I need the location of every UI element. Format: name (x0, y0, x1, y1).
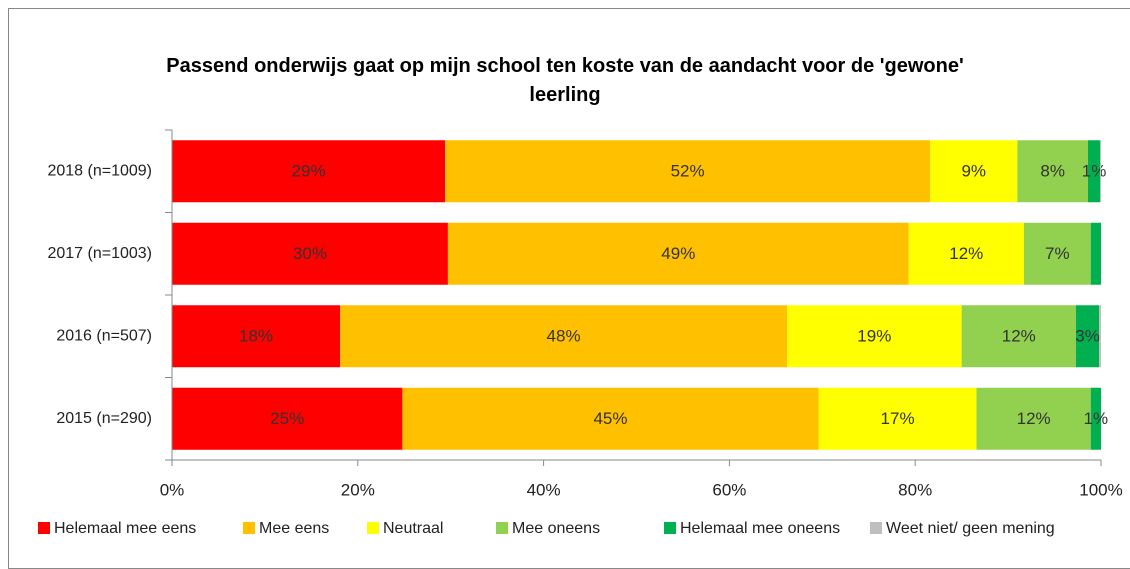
bar-segment (786, 305, 962, 368)
legend-label: Mee eens (259, 520, 329, 537)
data-label: 1% (1084, 409, 1109, 428)
bar-segment (1090, 387, 1101, 450)
bar-segment (402, 387, 819, 450)
legend-label: Mee oneens (512, 520, 600, 537)
legend-label: Weet niet/ geen mening (886, 520, 1055, 537)
legend-label: Helemaal mee oneens (680, 520, 840, 537)
legend-label: Helemaal mee eens (54, 520, 196, 537)
bar-segment (172, 140, 446, 203)
y-tick-label: 2018 (n=1009) (47, 162, 152, 179)
legend-swatch (367, 522, 379, 534)
x-tick-label: 60% (712, 480, 746, 499)
data-label: 7% (1045, 244, 1070, 263)
chart-title: Passend onderwijs gaat op mijn school te… (166, 55, 964, 106)
data-label: 17% (881, 409, 915, 428)
data-label: 8% (1040, 162, 1065, 181)
data-label: 48% (547, 327, 581, 346)
legend-label: Neutraal (383, 520, 443, 537)
data-label: 52% (671, 162, 705, 181)
bar-segment (172, 305, 341, 368)
data-label: 25% (270, 409, 304, 428)
bar-segment (818, 387, 977, 450)
bar-segment (172, 387, 403, 450)
bar-segment (445, 140, 931, 203)
x-tick-label: 20% (341, 480, 375, 499)
y-tick-label: 2015 (n=290) (56, 410, 152, 427)
bar-segment (930, 140, 1018, 203)
data-label: 3% (1075, 327, 1100, 346)
data-label: 45% (593, 409, 627, 428)
x-tick-label: 80% (898, 480, 932, 499)
legend-swatch (870, 522, 882, 534)
legend-swatch (664, 522, 676, 534)
y-tick-label: 2017 (n=1003) (47, 245, 152, 262)
data-label: 18% (239, 327, 273, 346)
data-label: 9% (961, 162, 986, 181)
data-label: 1% (1082, 162, 1107, 181)
bar-segment (1087, 140, 1101, 203)
legend-swatch (243, 522, 255, 534)
bar-segment (172, 222, 448, 285)
data-label: 30% (293, 244, 327, 263)
data-label: 19% (857, 327, 891, 346)
data-label: 12% (1002, 327, 1036, 346)
data-label: 12% (949, 244, 983, 263)
y-tick-label: 2016 (n=507) (56, 327, 152, 344)
bar-segment (961, 305, 1076, 368)
bar-segment (1023, 222, 1091, 285)
legend-swatch (496, 522, 508, 534)
bar-segment (976, 387, 1091, 450)
data-label: 29% (292, 162, 326, 181)
bar-segment (340, 305, 787, 368)
x-tick-label: 0% (160, 480, 185, 499)
bar-segment (1075, 305, 1100, 368)
bar-segment (447, 222, 909, 285)
legend-swatch (38, 522, 50, 534)
data-label: 49% (661, 244, 695, 263)
bar-segment (1099, 305, 1101, 368)
bar-segment (1090, 222, 1101, 285)
bar-segment (1100, 140, 1101, 203)
x-tick-label: 100% (1079, 480, 1122, 499)
x-tick-label: 40% (527, 480, 561, 499)
data-label: 12% (1017, 409, 1051, 428)
bar-segment (1017, 140, 1088, 203)
bar-segment (908, 222, 1024, 285)
